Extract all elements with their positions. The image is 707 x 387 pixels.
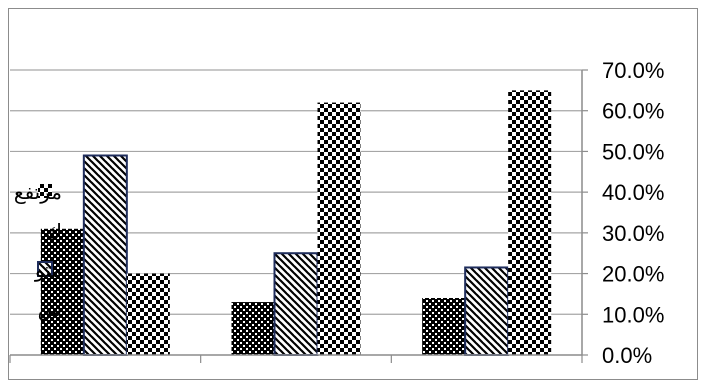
bar-3-2	[317, 102, 361, 355]
y-tick-label: 10.0%	[602, 302, 664, 327]
legend: مرتفع ك متو س	[14, 180, 62, 321]
bar-1-3	[422, 298, 466, 355]
legend-swatch-3	[37, 261, 53, 277]
legend-label-4: س	[38, 297, 62, 321]
bar-3-3	[508, 90, 552, 355]
bar-2-2	[273, 252, 319, 356]
bar-3-1	[126, 273, 170, 355]
y-tick-label: 60.0%	[602, 99, 664, 124]
legend-label-3: متو	[34, 258, 62, 282]
y-tick-label: 50.0%	[602, 139, 664, 164]
y-tick-label: 70.0%	[602, 58, 664, 83]
bar-1-2	[231, 302, 275, 355]
y-tick-label: 20.0%	[602, 262, 664, 287]
bar-2-3	[464, 266, 510, 357]
bar-2-1	[82, 154, 128, 356]
bars	[40, 90, 552, 357]
y-tick-label: 30.0%	[602, 221, 664, 246]
axes	[9, 70, 583, 363]
legend-swatch-1	[38, 184, 52, 198]
y-tick-labels: 0.0% 10.0% 20.0% 30.0% 40.0% 50.0% 60.0% 70.0%	[602, 58, 664, 368]
bar-1-1	[40, 228, 84, 355]
y-tick-label: 40.0%	[602, 180, 664, 205]
legend-label-2: ك	[46, 219, 62, 243]
y-tick-label: 0.0%	[602, 343, 652, 368]
legend-label-1: مرتفع	[14, 180, 62, 204]
